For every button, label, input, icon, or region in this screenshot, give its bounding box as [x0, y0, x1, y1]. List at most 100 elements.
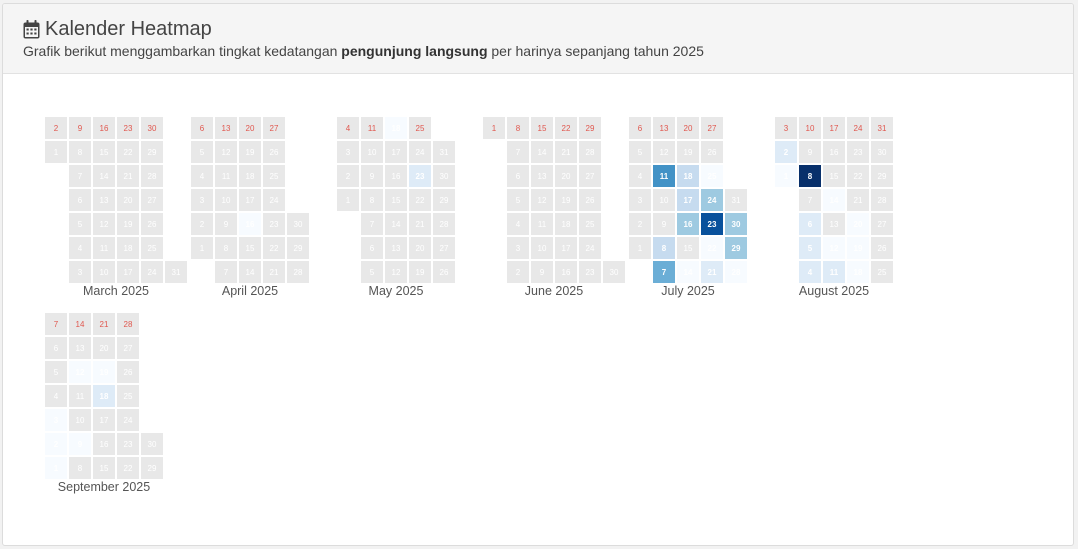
day-cell[interactable]: 11	[653, 165, 675, 187]
day-cell[interactable]: 13	[93, 189, 115, 211]
day-cell[interactable]: 25	[409, 117, 431, 139]
day-cell[interactable]: 2	[191, 213, 213, 235]
day-cell[interactable]: 1	[337, 189, 359, 211]
day-cell[interactable]: 17	[823, 117, 845, 139]
day-cell[interactable]: 11	[69, 385, 91, 407]
day-cell[interactable]: 24	[579, 237, 601, 259]
day-cell[interactable]: 6	[45, 337, 67, 359]
day-cell[interactable]: 27	[433, 237, 455, 259]
day-cell[interactable]: 4	[337, 117, 359, 139]
day-cell[interactable]: 5	[361, 261, 383, 283]
day-cell[interactable]: 16	[677, 213, 699, 235]
day-cell[interactable]: 15	[677, 237, 699, 259]
day-cell[interactable]: 31	[871, 117, 893, 139]
day-cell[interactable]: 30	[141, 433, 163, 455]
day-cell[interactable]: 3	[69, 261, 91, 283]
day-cell[interactable]: 7	[799, 189, 821, 211]
day-cell[interactable]: 24	[263, 189, 285, 211]
day-cell[interactable]: 23	[579, 261, 601, 283]
day-cell[interactable]: 6	[69, 189, 91, 211]
day-cell[interactable]: 7	[69, 165, 91, 187]
day-cell[interactable]: 26	[701, 141, 723, 163]
day-cell[interactable]: 20	[847, 213, 869, 235]
day-cell[interactable]: 31	[433, 141, 455, 163]
day-cell[interactable]: 31	[165, 261, 187, 283]
day-cell[interactable]: 5	[45, 361, 67, 383]
day-cell[interactable]: 8	[69, 141, 91, 163]
day-cell[interactable]: 20	[555, 165, 577, 187]
day-cell[interactable]: 10	[215, 189, 237, 211]
day-cell[interactable]: 17	[385, 141, 407, 163]
day-cell[interactable]: 15	[385, 189, 407, 211]
day-cell[interactable]: 12	[93, 213, 115, 235]
day-cell[interactable]: 22	[117, 457, 139, 479]
day-cell[interactable]: 14	[69, 313, 91, 335]
day-cell[interactable]: 5	[191, 141, 213, 163]
day-cell[interactable]: 12	[215, 141, 237, 163]
day-cell[interactable]: 11	[823, 261, 845, 283]
day-cell[interactable]: 29	[287, 237, 309, 259]
day-cell[interactable]: 30	[287, 213, 309, 235]
day-cell[interactable]: 16	[823, 141, 845, 163]
day-cell[interactable]: 26	[433, 261, 455, 283]
day-cell[interactable]: 24	[847, 117, 869, 139]
day-cell[interactable]: 2	[507, 261, 529, 283]
day-cell[interactable]: 19	[677, 141, 699, 163]
day-cell[interactable]: 30	[725, 213, 747, 235]
day-cell[interactable]: 15	[823, 165, 845, 187]
day-cell[interactable]: 8	[507, 117, 529, 139]
day-cell[interactable]: 25	[117, 385, 139, 407]
day-cell[interactable]: 15	[531, 117, 553, 139]
day-cell[interactable]: 26	[579, 189, 601, 211]
day-cell[interactable]: 21	[409, 213, 431, 235]
day-cell[interactable]: 6	[629, 117, 651, 139]
day-cell[interactable]: 6	[799, 213, 821, 235]
day-cell[interactable]: 3	[337, 141, 359, 163]
day-cell[interactable]: 28	[141, 165, 163, 187]
day-cell[interactable]: 19	[239, 141, 261, 163]
day-cell[interactable]: 14	[93, 165, 115, 187]
day-cell[interactable]: 25	[701, 165, 723, 187]
day-cell[interactable]: 28	[725, 261, 747, 283]
day-cell[interactable]: 7	[361, 213, 383, 235]
day-cell[interactable]: 18	[677, 165, 699, 187]
day-cell[interactable]: 13	[215, 117, 237, 139]
day-cell[interactable]: 3	[45, 409, 67, 431]
day-cell[interactable]: 2	[775, 141, 797, 163]
day-cell[interactable]: 3	[775, 117, 797, 139]
day-cell[interactable]: 20	[239, 117, 261, 139]
day-cell[interactable]: 24	[117, 409, 139, 431]
day-cell[interactable]: 11	[93, 237, 115, 259]
day-cell[interactable]: 14	[823, 189, 845, 211]
day-cell[interactable]: 13	[69, 337, 91, 359]
day-cell[interactable]: 28	[871, 189, 893, 211]
day-cell[interactable]: 30	[871, 141, 893, 163]
day-cell[interactable]: 9	[799, 141, 821, 163]
day-cell[interactable]: 2	[337, 165, 359, 187]
day-cell[interactable]: 21	[701, 261, 723, 283]
day-cell[interactable]: 21	[263, 261, 285, 283]
day-cell[interactable]: 25	[263, 165, 285, 187]
day-cell[interactable]: 19	[555, 189, 577, 211]
day-cell[interactable]: 7	[653, 261, 675, 283]
day-cell[interactable]: 1	[483, 117, 505, 139]
day-cell[interactable]: 27	[117, 337, 139, 359]
day-cell[interactable]: 20	[117, 189, 139, 211]
day-cell[interactable]: 22	[409, 189, 431, 211]
day-cell[interactable]: 21	[555, 141, 577, 163]
day-cell[interactable]: 8	[653, 237, 675, 259]
day-cell[interactable]: 7	[45, 313, 67, 335]
day-cell[interactable]: 29	[579, 117, 601, 139]
day-cell[interactable]: 16	[385, 165, 407, 187]
day-cell[interactable]: 12	[385, 261, 407, 283]
day-cell[interactable]: 19	[93, 361, 115, 383]
day-cell[interactable]: 10	[69, 409, 91, 431]
day-cell[interactable]: 9	[69, 117, 91, 139]
day-cell[interactable]: 15	[93, 141, 115, 163]
day-cell[interactable]: 20	[93, 337, 115, 359]
day-cell[interactable]: 20	[677, 117, 699, 139]
day-cell[interactable]: 4	[507, 213, 529, 235]
day-cell[interactable]: 16	[93, 117, 115, 139]
day-cell[interactable]: 9	[653, 213, 675, 235]
day-cell[interactable]: 9	[361, 165, 383, 187]
